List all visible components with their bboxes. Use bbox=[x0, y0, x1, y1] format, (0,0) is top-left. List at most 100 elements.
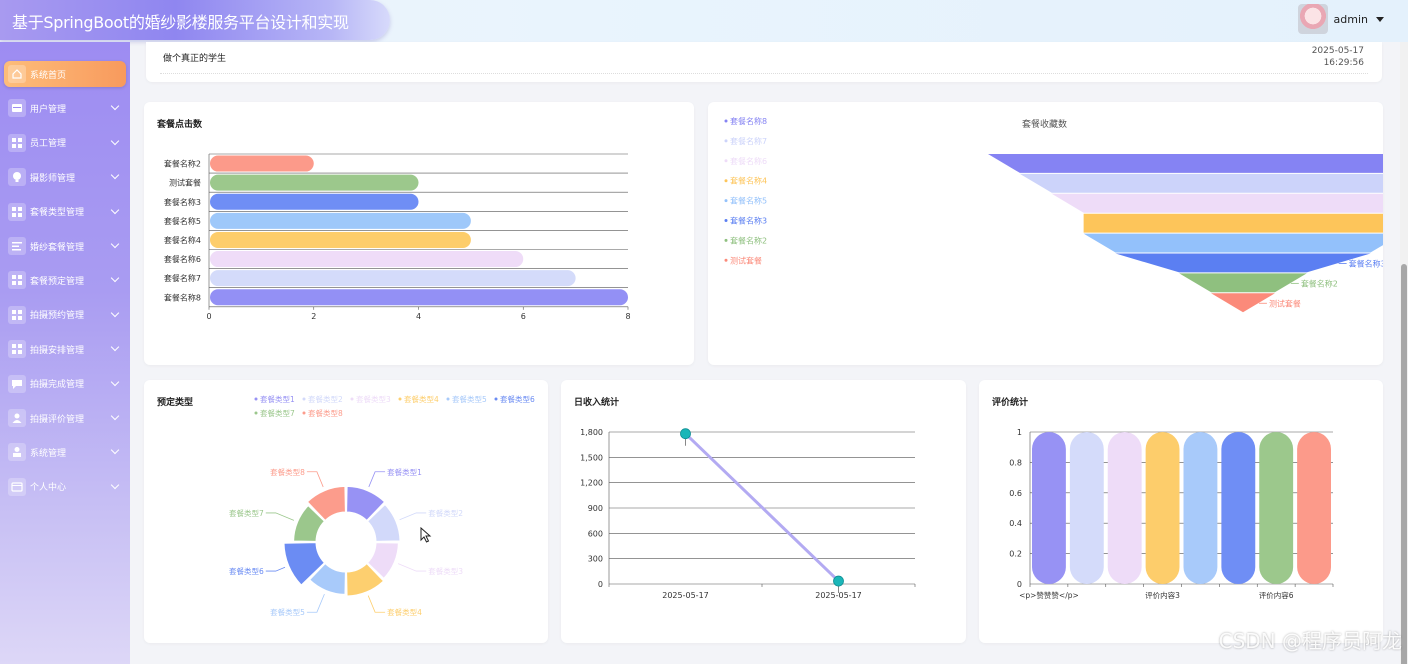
funnel-layer bbox=[1179, 273, 1307, 293]
legend-item: 套餐名称6 bbox=[730, 156, 767, 166]
y-tick-label: 1,500 bbox=[580, 453, 603, 462]
avatar[interactable] bbox=[1297, 4, 1328, 34]
rose-slice bbox=[293, 504, 326, 542]
window-icon bbox=[8, 477, 26, 496]
slice-label: 套餐类型1 bbox=[387, 467, 422, 477]
sidebar-item-1[interactable]: 系统首页 bbox=[4, 61, 126, 87]
x-tick-label: 2025-05-17 bbox=[815, 591, 862, 600]
legend-item: 套餐类型2 bbox=[308, 394, 343, 404]
sidebar-item-label: 套餐预定管理 bbox=[30, 276, 85, 287]
bar bbox=[210, 231, 471, 248]
y-tick-label: 套餐名称8 bbox=[164, 292, 201, 302]
rose-slice bbox=[346, 562, 385, 597]
sidebar-item-6[interactable]: 婚纱套餐管理 bbox=[4, 233, 126, 259]
sidebar-item-5[interactable]: 套餐类型管理 bbox=[4, 199, 126, 225]
chevron-down-icon bbox=[110, 170, 120, 180]
notice-message: 做个真正的学生 bbox=[163, 54, 227, 64]
sidebar-item-label: 用户管理 bbox=[30, 104, 67, 115]
rose-slice bbox=[306, 485, 346, 522]
scrollbar-thumb[interactable] bbox=[1401, 264, 1407, 664]
app-title-banner: 基于SpringBoot的婚纱影楼服务平台设计和实现 bbox=[0, 0, 390, 40]
bar bbox=[210, 193, 419, 210]
label-line bbox=[368, 471, 386, 488]
admin-icon bbox=[8, 443, 26, 462]
legend-item: 套餐名称7 bbox=[730, 136, 767, 146]
slice-label: 套餐类型3 bbox=[428, 566, 463, 576]
page-scrollbar[interactable] bbox=[1400, 42, 1408, 664]
reviews-card: 评价统计 0 0.2 0.4 0.6 0.8 1 <p>赞赞赞</p> 评价内容3 评价内容6 bbox=[979, 380, 1383, 643]
chevron-down-icon bbox=[110, 308, 120, 318]
bar bbox=[1221, 432, 1256, 584]
user-name[interactable]: admin bbox=[1333, 12, 1368, 26]
clicks-card-title: 套餐点击数 bbox=[157, 120, 203, 130]
clicks-card: 套餐点击数 0 2 4 6 8 套餐名称2 测试套餐 套餐名称3 套餐名称5 套餐名称4 套餐名称6… bbox=[144, 102, 694, 365]
legend-item: 套餐类型4 bbox=[404, 394, 439, 404]
bar bbox=[210, 155, 314, 172]
sidebar-item-10[interactable]: 拍摄完成管理 bbox=[4, 371, 126, 397]
sidebar-item-7[interactable]: 套餐预定管理 bbox=[4, 267, 126, 293]
watermark: CSDN @程序员阿龙 bbox=[1218, 629, 1402, 653]
app-title: 基于SpringBoot的婚纱影楼服务平台设计和实现 bbox=[12, 13, 349, 32]
legend-item: 套餐名称8 bbox=[730, 116, 767, 126]
legend-item: 套餐类型3 bbox=[356, 394, 391, 404]
legend-marker bbox=[724, 219, 728, 222]
sidebar-item-label: 拍摄安排管理 bbox=[30, 345, 85, 356]
legend-marker bbox=[302, 397, 306, 401]
daily-income-chart: 0 300 600 900 1,200 1,500 1,800 2025-05-17 2025-… bbox=[580, 428, 916, 600]
slice-label: 套餐类型7 bbox=[229, 508, 264, 518]
sidebar-item-13[interactable]: 个人中心 bbox=[4, 474, 126, 500]
y-tick-label: 0 bbox=[1017, 580, 1022, 589]
sidebar-item-2[interactable]: 用户管理 bbox=[4, 95, 126, 121]
y-tick-label: 套餐名称5 bbox=[164, 216, 201, 226]
funnel-label: 套餐名称2 bbox=[1301, 278, 1338, 288]
reviews-card-title: 评价统计 bbox=[992, 398, 1029, 408]
funnel-label: 套餐名称3 bbox=[1349, 258, 1383, 268]
legend-marker bbox=[350, 397, 354, 401]
legend-marker bbox=[446, 397, 450, 401]
bar bbox=[210, 174, 419, 191]
chevron-down-icon bbox=[110, 480, 120, 490]
legend-item: 套餐类型5 bbox=[452, 394, 487, 404]
bar bbox=[210, 212, 471, 229]
bar bbox=[1069, 432, 1104, 584]
legend-marker bbox=[724, 199, 728, 203]
legend-item: 套餐名称5 bbox=[730, 196, 767, 206]
rose-slice bbox=[366, 503, 401, 542]
sidebar-item-11[interactable]: 拍摄评价管理 bbox=[4, 405, 126, 431]
income-line bbox=[684, 432, 840, 583]
sidebar-item-9[interactable]: 拍摄安排管理 bbox=[4, 336, 126, 362]
sidebar-item-3[interactable]: 员工管理 bbox=[4, 130, 126, 156]
list-icon bbox=[8, 237, 26, 255]
y-tick-label: 900 bbox=[588, 504, 603, 513]
chevron-down-icon bbox=[110, 205, 120, 214]
legend-marker bbox=[302, 411, 306, 415]
sidebar-item-8[interactable]: 拍摄预约管理 bbox=[4, 302, 126, 328]
data-point bbox=[833, 575, 844, 587]
rose-slice bbox=[366, 542, 399, 580]
x-tick-label: 2025-05-17 bbox=[662, 591, 709, 600]
daily-income-card: 日收入统计 0 300 600 900 1,200 1,500 1,800 2025-05-1… bbox=[561, 380, 966, 643]
grid-icon bbox=[8, 133, 26, 152]
bar bbox=[210, 251, 524, 268]
legend-marker bbox=[398, 397, 402, 401]
bar bbox=[1107, 432, 1142, 584]
sidebar-item-label: 拍摄完成管理 bbox=[30, 380, 85, 391]
user-menu[interactable]: admin bbox=[1297, 4, 1384, 34]
bar bbox=[1145, 432, 1180, 584]
label-line bbox=[306, 593, 325, 613]
caret-down-icon[interactable] bbox=[1376, 16, 1384, 22]
sidebar-item-4[interactable]: 摄影师管理 bbox=[4, 164, 126, 190]
y-tick-label: 套餐名称7 bbox=[164, 273, 201, 283]
label-line bbox=[265, 512, 295, 521]
y-tick-label: 1,800 bbox=[580, 428, 603, 437]
rose-slice bbox=[283, 542, 326, 586]
legend-item: 套餐类型6 bbox=[500, 394, 535, 404]
legend-marker bbox=[724, 119, 728, 123]
y-tick-label: 600 bbox=[588, 529, 603, 538]
legend-marker bbox=[724, 238, 728, 242]
y-tick-label: 测试套餐 bbox=[169, 178, 201, 188]
y-tick-label: 套餐名称2 bbox=[164, 159, 201, 169]
bar bbox=[210, 270, 576, 287]
legend-marker bbox=[724, 258, 728, 262]
sidebar-item-12[interactable]: 系统管理 bbox=[4, 439, 126, 465]
